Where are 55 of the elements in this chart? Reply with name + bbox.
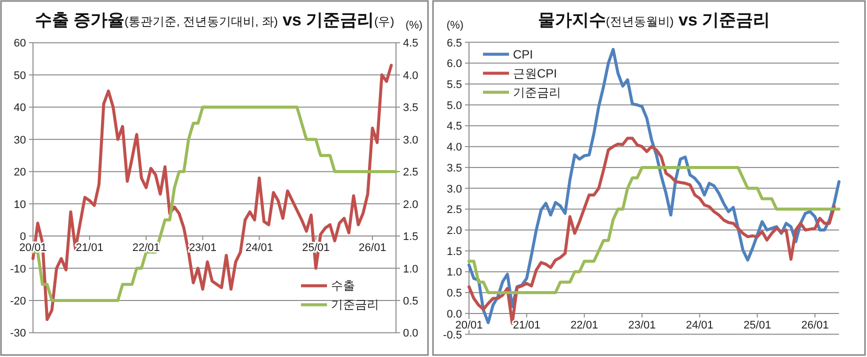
chart-title: 물가지수(전년동월비) vs 기준금리 [538,10,770,30]
y2-tick-label: 2.0 [403,198,418,211]
legend-label: 기준금리 [331,298,379,312]
legend-label: CPI [513,47,534,62]
y-tick-label: -30 [10,328,26,340]
y2-tick-label: 4.5 [403,38,418,50]
y-tick-label: -20 [10,295,26,308]
x-tick-label: 24/01 [246,242,274,254]
y-tick-label: 3.5 [446,162,462,174]
x-tick-label: 23/01 [188,242,216,254]
y-tick-label: 3.0 [446,183,462,196]
y-tick-label: 6.5 [446,37,462,50]
x-tick-label: 23/01 [628,319,656,332]
y2-tick-label: 3.0 [403,134,418,146]
y-tick-label: -0.5 [443,329,462,342]
y-axis-title: (%) [446,19,464,32]
y-tick-label: 40 [14,102,26,114]
x-tick-label: 20/01 [455,319,483,332]
x-tick-label: 26/01 [801,319,829,332]
x-tick-label: 25/01 [744,319,772,332]
y-tick-label: 50 [14,70,26,82]
y2-tick-label: 2.5 [403,166,418,179]
y-tick-label: 4.0 [446,142,462,154]
y2-tick-label: 0.5 [403,295,418,308]
y-tick-label: 1.5 [446,246,462,258]
y2-tick-label: 1.5 [403,231,418,244]
y-tick-label: 0 [20,231,26,244]
y-tick-label: 6.0 [446,58,462,70]
y-tick-label: 20 [14,166,26,179]
y-tick-label: 4.5 [446,120,462,133]
y-tick-label: 60 [14,38,26,50]
y-tick-label: 2.0 [446,225,462,238]
x-tick-label: 21/01 [512,319,540,332]
x-tick-label: 21/01 [76,242,104,254]
y2-axis-title: (%) [405,20,423,32]
y-tick-label: 5.5 [446,79,462,92]
y-tick-label: 2.5 [446,204,462,216]
y-tick-label: 5.0 [446,100,462,112]
y2-tick-label: 0.0 [403,328,418,340]
legend-label: 수출 [331,278,355,293]
legend-label: 근원CPI [513,66,558,80]
y-tick-label: 1.0 [446,266,462,279]
x-tick-label: 22/01 [570,319,598,332]
x-tick-label: 24/01 [686,319,714,332]
y-tick-label: 0.5 [446,288,462,300]
legend-label: 기준금리 [513,85,561,100]
y-tick-label: -10 [10,263,26,276]
y2-tick-label: 1.0 [403,263,418,276]
y-tick-label: 30 [14,134,26,146]
x-tick-label: 26/01 [358,242,386,254]
y-tick-label: 0.0 [446,308,462,320]
y2-tick-label: 4.0 [403,70,418,82]
chart-title: 수출 증가율(통관기준, 전년동기대비, 좌) vs 기준금리(우) [34,10,394,30]
y-tick-label: 10 [14,198,26,211]
y2-tick-label: 3.5 [403,102,418,114]
